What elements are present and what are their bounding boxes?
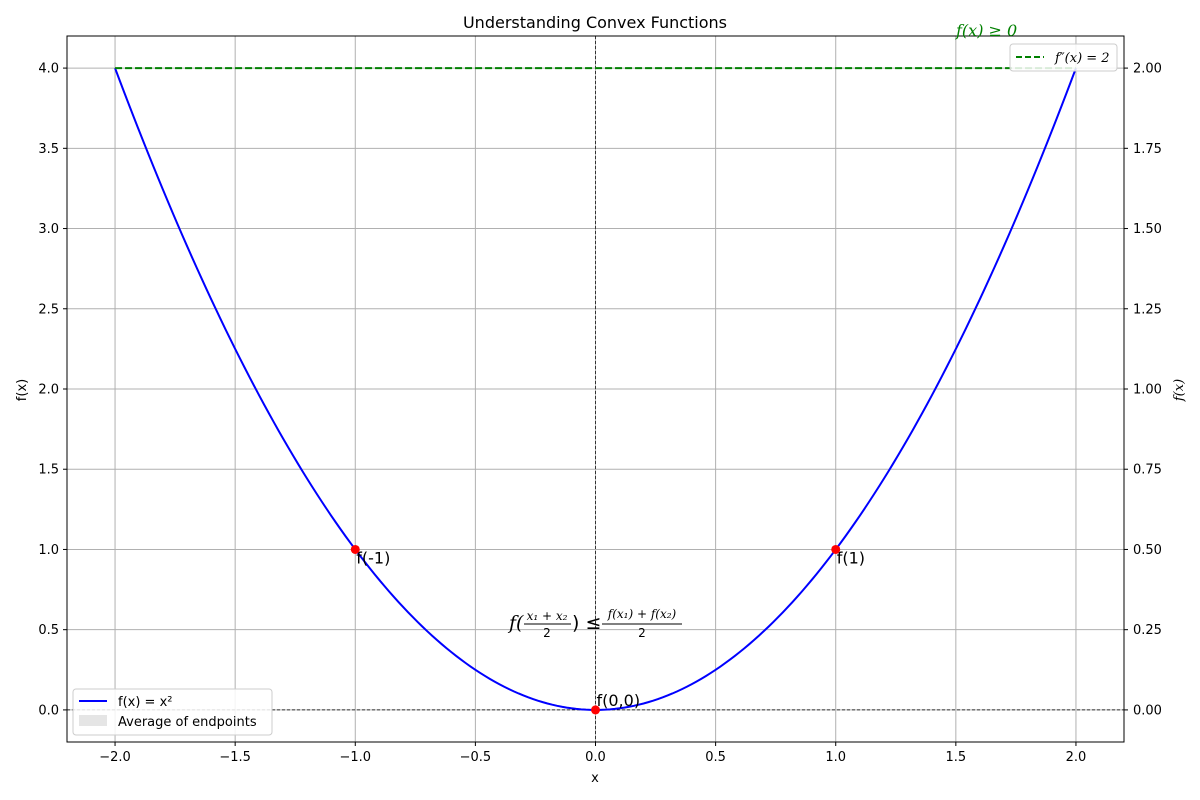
x-tick-label: 2.0 <box>1066 750 1087 765</box>
y-axis-label-left: f(x) <box>15 379 30 401</box>
y-right-tick-label: 0.75 <box>1133 463 1162 478</box>
y-tick-label: 4.0 <box>38 62 59 77</box>
x-tick-label: −0.5 <box>460 750 492 765</box>
y-tick-label: 2.0 <box>38 383 59 398</box>
legend-left-box <box>72 688 273 736</box>
y-tick-label: 1.5 <box>38 463 59 478</box>
legend-left-label-curve: f(x) = x² <box>118 695 172 710</box>
y-right-tick-label: 1.00 <box>1133 383 1162 398</box>
y-axis-label-right: f(x) <box>1172 379 1187 402</box>
x-tick-label: −1.0 <box>339 750 371 765</box>
points-layer <box>350 544 841 715</box>
y-tick-label: 0.0 <box>38 703 59 718</box>
point-label: f(0,0) <box>597 691 641 710</box>
y-tick-label: 0.5 <box>38 623 59 638</box>
y-right-tick-label: 0.50 <box>1133 543 1162 558</box>
legend-right: f″(x) = 2 <box>1009 43 1118 72</box>
point-label: f(-1) <box>356 548 390 567</box>
x-tick-label: 0.5 <box>705 750 726 765</box>
ineq-den1: 2 <box>543 626 551 640</box>
ineq-num2: f(x₁) + f(x₂) <box>607 607 677 621</box>
chart-title: Understanding Convex Functions <box>463 13 727 32</box>
y-tick-label: 1.0 <box>38 543 59 558</box>
x-tick-label: −2.0 <box>99 750 131 765</box>
y-tick-label: 3.0 <box>38 222 59 237</box>
y-right-tick-label: 0.25 <box>1133 623 1162 638</box>
x-tick-label: 1.5 <box>945 750 966 765</box>
data-point <box>831 544 841 554</box>
y-tick-label: 2.5 <box>38 302 59 317</box>
y-ticks-left: 0.0 0.5 1.0 1.5 2.0 2.5 3.0 3.5 4.0 <box>38 62 67 718</box>
y-right-tick-label: 1.75 <box>1133 142 1162 157</box>
legend-left: f(x) = x² Average of endpoints <box>72 688 273 736</box>
second-derivative-note: f(x) ≥ 0 <box>955 21 1017 40</box>
data-point <box>350 544 360 554</box>
ineq-lhs-f: f( <box>507 612 524 634</box>
legend-left-label-average: Average of endpoints <box>118 715 257 730</box>
y-right-tick-label: 1.50 <box>1133 222 1162 237</box>
x-tick-label: 0.0 <box>585 750 606 765</box>
y-right-tick-label: 2.00 <box>1133 62 1162 77</box>
data-point <box>591 705 600 715</box>
point-label: f(1) <box>837 548 865 567</box>
legend-right-label: f″(x) = 2 <box>1054 51 1110 66</box>
ineq-num1: x₁ + x₂ <box>527 609 568 623</box>
y-ticks-right: 0.00 0.25 0.50 0.75 1.00 1.25 1.50 1.75 2.00 <box>1124 62 1162 718</box>
x-ticks: −2.0 −1.5 −1.0 −0.5 0.0 0.5 1.0 1.5 2.0 <box>99 742 1086 765</box>
y-right-tick-label: 0.00 <box>1133 703 1162 718</box>
point-labels: f(-1) f(0,0) f(1) <box>356 548 865 709</box>
y-right-tick-label: 1.25 <box>1133 302 1162 317</box>
legend-left-swatch-average <box>79 715 107 726</box>
y-tick-label: 3.5 <box>38 142 59 157</box>
x-tick-label: 1.0 <box>825 750 846 765</box>
x-tick-label: −1.5 <box>219 750 251 765</box>
legend-right-box <box>1009 43 1118 72</box>
plot-area <box>66 35 1125 743</box>
convexity-inequality-annotation: f( x₁ + x₂ 2 ) ≤ f(x₁) + f(x₂) 2 <box>507 607 682 640</box>
x-axis-label: x <box>591 771 599 786</box>
ineq-mid: ) ≤ <box>572 612 601 634</box>
ineq-den2: 2 <box>638 626 646 640</box>
